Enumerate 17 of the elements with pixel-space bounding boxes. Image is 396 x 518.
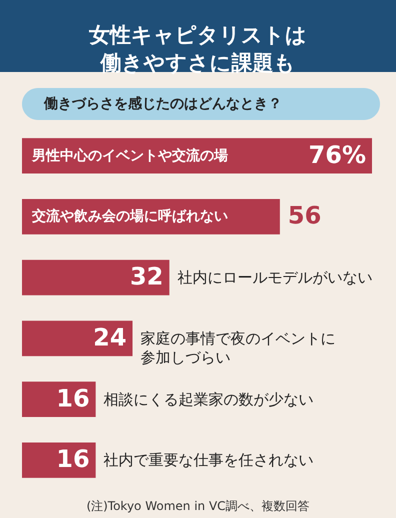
bar: [22, 260, 170, 296]
data-label: 24: [93, 323, 127, 352]
y-tick-label: 男性中心のイベントや交流の場: [31, 146, 228, 164]
data-label: 16: [56, 445, 90, 474]
chart-title: 女性キャピタリストは働きやすさに課題も: [88, 23, 307, 75]
y-tick-label: 社内で重要な仕事を任されない: [104, 451, 314, 470]
y-tick-label: 社内にロールモデルがいない: [177, 268, 372, 287]
data-label: 32: [130, 262, 164, 291]
data-label: 56: [288, 202, 322, 230]
y-tick-label: 相談にくる起業家の数が少ない: [104, 390, 314, 408]
data-label: 76%: [308, 140, 366, 169]
text: (注)Tokyo Women in VC調べ、複数回答: [86, 499, 310, 513]
bar: [22, 320, 133, 356]
chart-subtitle: 働きづらさを感じたのはどんなとき？: [43, 96, 282, 112]
y-tick-label: 交流や飲み会の場に呼ばれない: [31, 208, 228, 225]
data-label: 16: [56, 384, 90, 412]
y-tick-label: 家庭の事情で夜のイベントに参加しづらい: [140, 329, 336, 366]
